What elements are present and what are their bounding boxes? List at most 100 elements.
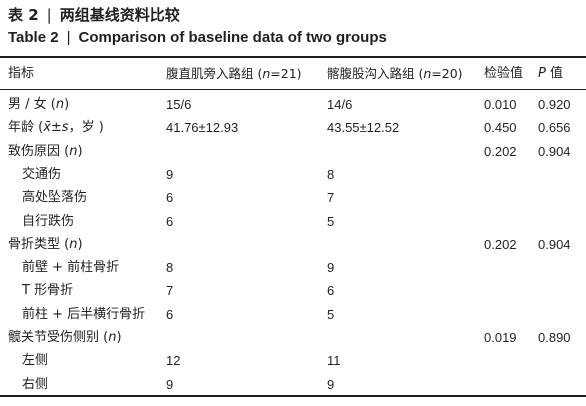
row-p-value: 0.904 [538,143,571,159]
row-group2-value: 7 [327,190,335,206]
header-group1-suffix: =21) [270,66,302,81]
row-group1-value: 41.76±12.93 [166,120,239,136]
header-group2-suffix: =20) [431,66,463,81]
row-label-text: 高处坠落伤 [22,190,88,206]
row-label: 骨折类型 (n) [8,233,83,256]
row-group1-value: 12 [166,353,181,369]
row-group1-value: 8 [166,260,174,276]
header-p-letter: P [538,66,546,81]
row-group2-value: 43.55±12.52 [327,120,400,136]
table-bottom-rule [0,395,586,397]
row-test-value: 0.450 [484,120,517,136]
table-caption-en: Table 2 | Comparison of baseline data of t… [8,28,387,48]
table-row: 男 / 女 (n) 15/6 14/6 0.010 0.920 [0,93,586,116]
row-group1-value: 9 [166,166,174,182]
row-group2-value: 9 [327,260,335,276]
table-row: 前壁 + 前柱骨折 8 9 [0,256,586,279]
table-row: 致伤原因 (n) 0.202 0.904 [0,140,586,163]
row-group2-value: 8 [327,166,335,182]
table-row: 前柱 + 后半横行骨折 6 5 [0,303,586,326]
row-label: 男 / 女 (n) [8,93,69,116]
row-label: 前柱 + 后半横行骨折 [22,303,145,326]
table-row: 骨折类型 (n) 0.202 0.904 [0,233,586,256]
row-label-text: 髋关节受伤侧别 ( [8,330,109,345]
row-label-text: 左侧 [22,353,49,369]
row-group1-value: 6 [166,306,174,322]
row-label-text: 前柱 + 后半横行骨折 [22,306,146,322]
table-caption-cn: 表 2 | 两组基线资料比较 [8,5,180,25]
table-header-row: 指标 腹直肌旁入路组 (n=21) 髂腹股沟入路组 (n=20) 检验值 P 值 [0,62,586,85]
caption-cn-label: 表 2 [8,6,39,24]
row-label-italic: n [108,330,117,345]
table-row: 右侧 9 9 [0,373,586,396]
row-label: 致伤原因 (n) [8,140,83,163]
row-label-italic: n [69,236,78,252]
caption-en-title: Comparison of baseline data of two group… [78,29,387,46]
table-row: 年龄 (x̄±s，岁 ) 41.76±12.93 43.55±12.52 0.450 0… [0,116,586,139]
row-label-text: 年龄 ( [8,120,44,136]
row-label: 右侧 [22,373,48,396]
header-p-suffix: 值 [545,66,563,81]
header-group1-n: n [262,66,271,81]
row-p-value: 0.890 [538,330,571,345]
row-group2-value: 5 [327,306,335,322]
row-label-italic: n [69,143,78,159]
row-label: 高处坠落伤 [22,186,87,209]
row-test-value: 0.010 [484,97,517,112]
row-group1-value: 6 [166,190,174,206]
header-indicator: 指标 [8,66,35,81]
header-group1-prefix: 腹直肌旁入路组 ( [166,66,263,81]
caption-separator-en: | [66,29,71,46]
row-label-end: ，岁 ) [68,120,104,136]
row-label: 左侧 [22,349,48,372]
table-row: 高处坠落伤 6 7 [0,186,586,209]
row-label-text: 男 / 女 ( [8,97,56,112]
row-label-text: 自行跌伤 [22,213,75,229]
table-top-rule [0,56,586,58]
row-p-value: 0.656 [538,120,571,136]
row-group2-value: 9 [327,376,335,392]
header-p-value: P 值 [538,62,563,85]
row-label: 自行跌伤 [22,210,74,233]
header-group2-prefix: 髂腹股沟入路组 ( [327,66,424,81]
row-test-value: 0.202 [484,143,517,159]
row-label-text: 骨折类型 ( [8,236,70,252]
row-test-value: 0.019 [484,330,517,345]
row-group1-value: 7 [166,283,174,299]
row-group1-value: 9 [166,376,174,392]
row-label-end: ) [116,330,122,345]
row-group1-value: 15/6 [166,97,192,112]
row-group1-value: 6 [166,213,174,229]
row-label-text: 交通伤 [22,166,62,182]
row-label-end: ) [77,236,83,252]
row-label-italic: n [55,97,65,112]
row-label: 交通伤 [22,163,61,186]
row-label-italic: x̄±s [43,120,69,136]
row-group2-value: 5 [327,213,335,229]
table-row: 髋关节受伤侧别 (n) 0.019 0.890 [0,326,586,349]
row-p-value: 0.904 [538,236,571,252]
row-group2-value: 6 [327,283,335,299]
row-label-end: ) [64,97,70,112]
row-label: 年龄 (x̄±s，岁 ) [8,116,104,139]
row-label-text: 致伤原因 ( [8,143,70,159]
row-label-end: ) [77,143,83,159]
table-row: T 形骨折 7 6 [0,279,586,302]
header-group2-n: n [423,66,432,81]
caption-cn-title: 两组基线资料比较 [59,6,180,24]
row-label: T 形骨折 [22,279,73,302]
row-label-text: T 形骨折 [22,283,74,299]
row-group2-value: 11 [327,353,341,369]
row-label: 髋关节受伤侧别 (n) [8,326,122,349]
caption-separator: | [46,6,52,24]
table-header-rule [0,89,586,90]
table-row: 交通伤 9 8 [0,163,586,186]
row-label-text: 前壁 + 前柱骨折 [22,260,120,276]
header-group2: 髂腹股沟入路组 (n=20) [327,62,463,85]
caption-en-label: Table 2 [8,29,59,46]
row-test-value: 0.202 [484,236,517,252]
table-row: 自行跌伤 6 5 [0,210,586,233]
header-group1: 腹直肌旁入路组 (n=21) [166,62,302,85]
table-row: 左侧 12 11 [0,349,586,372]
